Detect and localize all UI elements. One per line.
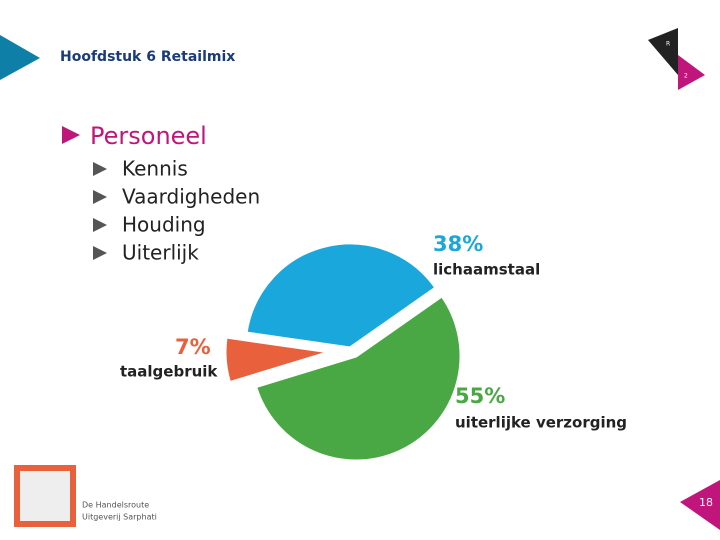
slice-value-label: 7% [175, 335, 211, 359]
corner-icon [678, 55, 705, 90]
slice-category-label: uiterlijke verzorging [455, 414, 627, 432]
pie-slice [253, 293, 463, 463]
bullet-text: Houding [122, 213, 206, 237]
heading-arrow [62, 126, 80, 144]
page-number: 18 [699, 496, 713, 509]
bullet-text: Vaardigheden [122, 185, 260, 209]
bullet-arrow [93, 246, 107, 260]
bullet-text: Uiterlijk [122, 241, 199, 265]
logo-text: Uitgeverij Sarphati [82, 513, 157, 522]
page-badge [680, 480, 720, 530]
header-title: Hoofdstuk 6 Retailmix [60, 49, 235, 65]
bullet-arrow [93, 190, 107, 204]
slice-category-label: taalgebruik [120, 363, 218, 381]
bullet-arrow [93, 162, 107, 176]
slice-value-label: 55% [455, 384, 505, 408]
bullet-text: Kennis [122, 157, 188, 181]
heading: Personeel [90, 122, 207, 150]
corner-triangle [0, 35, 40, 80]
pie-chart: 38% lichaamstaal 55% uiterlijke verzorging 7… [120, 232, 627, 463]
bullet-list: Kennis Vaardigheden Houding Uiterlijk [93, 157, 260, 265]
bullet-arrow [93, 218, 107, 232]
slice-value-label: 38% [433, 232, 483, 256]
corner-mark: 2 [684, 73, 688, 80]
pie-slice [244, 241, 439, 350]
logo-text: De Handelsroute [82, 501, 149, 510]
pie-slice [223, 335, 331, 385]
logo-portrait [20, 471, 70, 521]
corner-icon [648, 28, 678, 75]
slice-category-label: lichaamstaal [433, 261, 540, 279]
corner-mark: R [666, 41, 670, 48]
